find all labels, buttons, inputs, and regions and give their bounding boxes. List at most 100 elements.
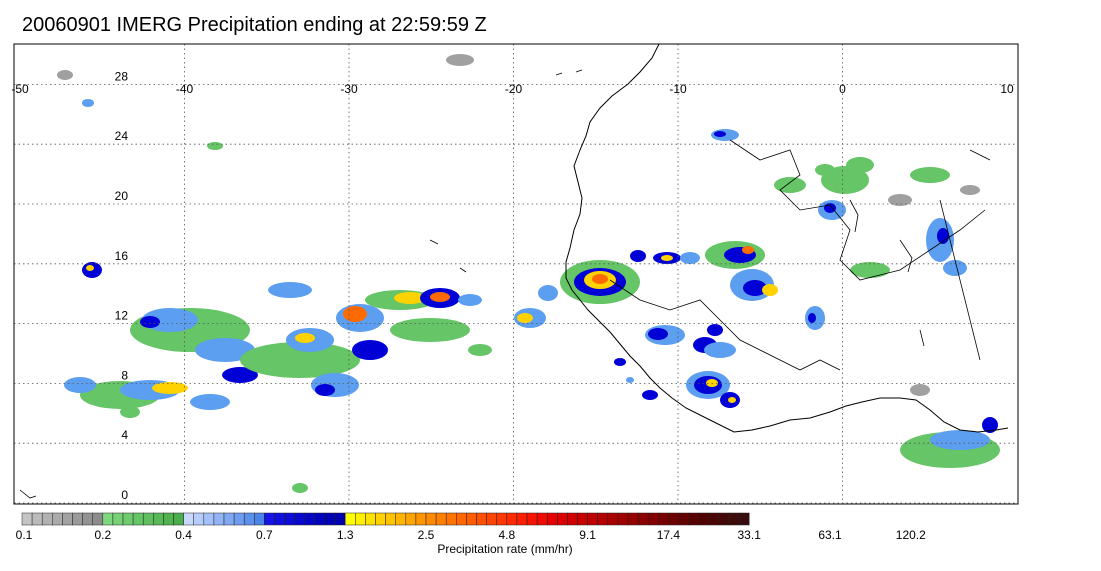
colorbar-swatch: [183, 512, 194, 526]
colorbar-swatch: [506, 512, 518, 526]
colorbar-swatch: [597, 512, 609, 526]
border-line: [19, 489, 37, 499]
precip-cell: [982, 417, 998, 433]
precip-cell: [207, 142, 223, 150]
colorbar-swatch: [153, 512, 164, 526]
precip-cell: [343, 306, 367, 322]
precip-cell: [815, 164, 835, 176]
colorbar-swatch: [728, 512, 740, 526]
colorbar-swatch: [486, 512, 497, 526]
precip-cell: [292, 483, 308, 493]
colorbar-swatch: [557, 512, 568, 526]
colorbar-tick-label: 33.1: [737, 528, 761, 542]
precip-cell: [910, 167, 950, 183]
precip-cell: [352, 340, 388, 360]
precip-cell: [390, 318, 470, 342]
map-frame: [13, 43, 1019, 505]
precip-cell: [268, 282, 312, 298]
colorbar-swatch: [415, 512, 427, 526]
precip-cell: [82, 99, 94, 107]
border-line: [429, 239, 439, 245]
lon-tick-label: 10: [1000, 82, 1014, 96]
precip-cell: [614, 358, 626, 366]
precip-cell: [626, 377, 634, 383]
precip-cell: [222, 367, 258, 383]
colorbar-swatch: [708, 512, 720, 526]
map-background: [14, 44, 1018, 504]
border-line: [969, 149, 991, 161]
lat-tick-label: 0: [121, 488, 128, 502]
lon-tick-label: 0: [839, 82, 846, 96]
colorbar-tick-label: 9.1: [579, 528, 596, 542]
border-line: [609, 279, 841, 371]
border-line: [575, 69, 583, 73]
colorbar-swatch: [213, 512, 225, 526]
colorbar-swatch: [395, 512, 407, 526]
colorbar-tick-label: 0.2: [94, 528, 112, 542]
colorbar-swatch: [274, 512, 285, 526]
colorbar-swatch: [466, 512, 477, 526]
lon-tick-label: -20: [505, 82, 523, 96]
colorbar-tick-label: 0.1: [15, 528, 33, 542]
colorbar-swatch: [456, 512, 467, 526]
colorbar-swatch: [718, 512, 730, 526]
precip-cell: [468, 344, 492, 356]
precip-cell: [850, 262, 890, 278]
lat-tick-label: 16: [115, 249, 129, 263]
colorbar-swatch: [243, 512, 255, 526]
precip-cell: [190, 394, 230, 410]
precip-cell: [704, 342, 736, 358]
colorbar-tick-label: 0.7: [256, 528, 273, 542]
lat-tick-label: 24: [115, 129, 129, 143]
lon-tick-label: -30: [340, 82, 358, 96]
colorbar-swatch: [577, 512, 588, 526]
precip-cell: [937, 228, 949, 244]
colorbar-swatch: [476, 512, 487, 526]
colorbar-swatch: [698, 512, 710, 526]
colorbar-swatch: [223, 512, 235, 526]
border-line: [849, 199, 859, 233]
colorbar-swatch: [567, 512, 578, 526]
colorbar-swatch: [546, 512, 558, 526]
precip-cell: [195, 338, 255, 362]
colorbar-swatch: [526, 512, 538, 526]
colorbar-swatch: [163, 512, 174, 526]
colorbar-swatch: [314, 512, 326, 526]
colorbar-swatch: [284, 512, 295, 526]
precip-cell: [120, 406, 140, 418]
precip-cell: [642, 390, 658, 400]
colorbar-swatch: [385, 512, 396, 526]
colorbar-swatch: [324, 512, 336, 526]
lat-tick-label: 12: [115, 309, 129, 323]
colorbar-swatch: [132, 512, 144, 526]
lat-tick-label: 20: [115, 189, 129, 203]
colorbar-swatch: [193, 512, 205, 526]
precip-cell: [680, 252, 700, 264]
precip-cell: [824, 203, 836, 213]
precip-cell: [592, 274, 608, 284]
precip-cell: [86, 265, 94, 271]
precip-cell: [140, 316, 160, 328]
colorbar-swatch: [92, 512, 104, 526]
precip-cell: [630, 250, 646, 262]
map-title: 20060901 IMERG Precipitation ending at 2…: [22, 14, 487, 36]
lat-tick-label: 28: [115, 69, 129, 83]
lon-tick-label: -10: [669, 82, 687, 96]
precip-cell: [762, 284, 778, 296]
colorbar-swatch: [304, 512, 316, 526]
precip-cell: [64, 377, 96, 393]
colorbar-swatch: [425, 512, 437, 526]
colorbar: [21, 512, 750, 526]
precip-cell: [538, 285, 558, 301]
colorbar-swatch: [41, 512, 53, 526]
colorbar-swatch: [678, 512, 689, 526]
colorbar-swatch: [203, 512, 215, 526]
graticule: [14, 44, 1018, 504]
colorbar-swatch: [496, 512, 508, 526]
precip-cell: [943, 260, 967, 276]
precip-cell: [458, 294, 482, 306]
colorbar-swatch: [31, 512, 43, 526]
colorbar-swatch: [668, 512, 679, 526]
colorbar-swatch: [738, 512, 750, 526]
border-line: [899, 239, 913, 273]
